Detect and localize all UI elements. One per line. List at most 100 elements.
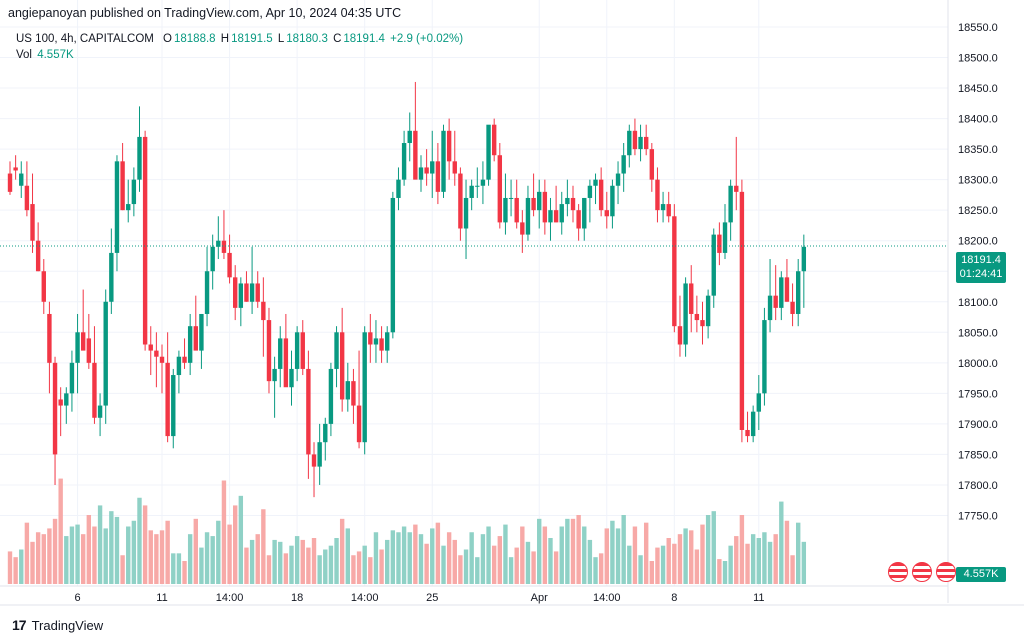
candle-body: [75, 332, 80, 363]
volume-bar: [537, 518, 542, 584]
volume-bar: [627, 545, 632, 584]
candle-body: [683, 283, 688, 345]
candle-body: [345, 381, 350, 400]
candle-body: [86, 338, 92, 363]
volume-bar: [13, 557, 18, 584]
volume-bar: [69, 526, 75, 584]
candle-body: [734, 185, 739, 192]
us-flag-icon[interactable]: [912, 562, 932, 582]
y-tick-label: 18050.0: [958, 327, 998, 339]
candle-body: [199, 313, 204, 351]
candle-body: [233, 277, 238, 308]
volume-bar: [480, 534, 486, 584]
candle-body: [278, 338, 283, 369]
candle-body: [171, 375, 176, 437]
volume-bar: [334, 538, 339, 584]
candle-body: [306, 368, 311, 455]
volume-bar: [131, 520, 137, 584]
volume-bar: [294, 536, 300, 584]
volume-bar: [109, 511, 114, 584]
y-tick-label: 18550.0: [958, 22, 998, 34]
volume-bar: [351, 555, 356, 584]
y-tick-label: 17950.0: [958, 388, 998, 400]
candle-body: [610, 185, 615, 217]
high-label: H: [220, 33, 230, 45]
y-tick-label: 17850.0: [958, 449, 998, 461]
volume-bar: [796, 522, 801, 584]
volume-bar: [689, 530, 694, 584]
candle-body: [615, 173, 621, 186]
volume-bar: [565, 518, 570, 584]
candle-body: [13, 167, 18, 171]
candle-body: [604, 210, 609, 217]
candle-body: [520, 222, 525, 235]
y-tick-label: 17800.0: [958, 480, 998, 492]
candle-body: [503, 197, 508, 223]
candle-body: [210, 246, 215, 272]
volume-bar: [745, 543, 750, 584]
volume-bar: [311, 538, 317, 584]
volume-bar: [497, 536, 503, 584]
volume-bar: [407, 532, 412, 584]
candle-body: [317, 442, 322, 467]
volume-bar: [520, 526, 525, 584]
symbol-label[interactable]: US 100, 4h, CAPITALCOM: [16, 33, 154, 45]
candle-body: [593, 179, 598, 186]
volume-bar: [283, 553, 289, 584]
volume-bar: [154, 534, 159, 584]
candle-body: [796, 271, 801, 314]
volume-bar: [114, 516, 120, 584]
volume-bar: [638, 555, 643, 584]
volume-bar: [767, 541, 773, 584]
economic-events: [888, 562, 956, 582]
candle-body: [717, 234, 722, 253]
candle-body: [249, 283, 255, 302]
volume-legend: Vol 4.557K: [16, 49, 76, 61]
candle-body: [165, 362, 170, 437]
volume-bar: [266, 555, 272, 584]
candle-body: [441, 130, 446, 192]
volume-bar: [368, 557, 373, 584]
volume-bar: [390, 530, 396, 584]
candle-body: [480, 179, 486, 186]
volume-bar: [452, 539, 457, 584]
candle-body: [750, 411, 756, 437]
volume-bar: [711, 511, 716, 584]
volume-bar: [784, 520, 790, 584]
candle-body: [705, 295, 711, 327]
candle-body: [379, 338, 384, 351]
bar-countdown: 01:24:41: [959, 268, 1003, 280]
candle-body: [463, 197, 469, 229]
low-value: 18180.3: [286, 33, 328, 45]
low-label: L: [277, 33, 285, 45]
volume-bar: [548, 538, 553, 584]
volume-bar: [339, 518, 345, 584]
x-tick-label: Apr: [531, 592, 548, 604]
candle-body: [148, 344, 153, 351]
volume-bar: [148, 530, 153, 584]
x-tick-label: 11: [753, 592, 764, 604]
candle-body: [109, 252, 114, 302]
candle-body: [756, 393, 761, 412]
volume-bar: [677, 534, 683, 584]
us-flag-icon[interactable]: [888, 562, 908, 582]
volume-bar: [722, 561, 728, 584]
candle-body: [227, 252, 232, 278]
candle-body: [261, 301, 266, 321]
volume-bar: [120, 555, 125, 584]
candle-body: [413, 130, 418, 180]
brand-name: TradingView: [31, 617, 104, 633]
candle-body: [97, 405, 103, 418]
volume-bar: [514, 547, 519, 584]
volume-bars: [7, 478, 807, 584]
candle-body: [700, 320, 705, 327]
footer-brand[interactable]: 17 TradingView: [12, 617, 103, 633]
volume-bar: [19, 549, 24, 584]
volume-bar: [216, 520, 221, 584]
candle-body: [542, 191, 548, 223]
candle-body: [401, 143, 407, 180]
volume-bar: [30, 541, 35, 584]
volume-bar: [655, 547, 660, 584]
us-flag-icon[interactable]: [936, 562, 956, 582]
